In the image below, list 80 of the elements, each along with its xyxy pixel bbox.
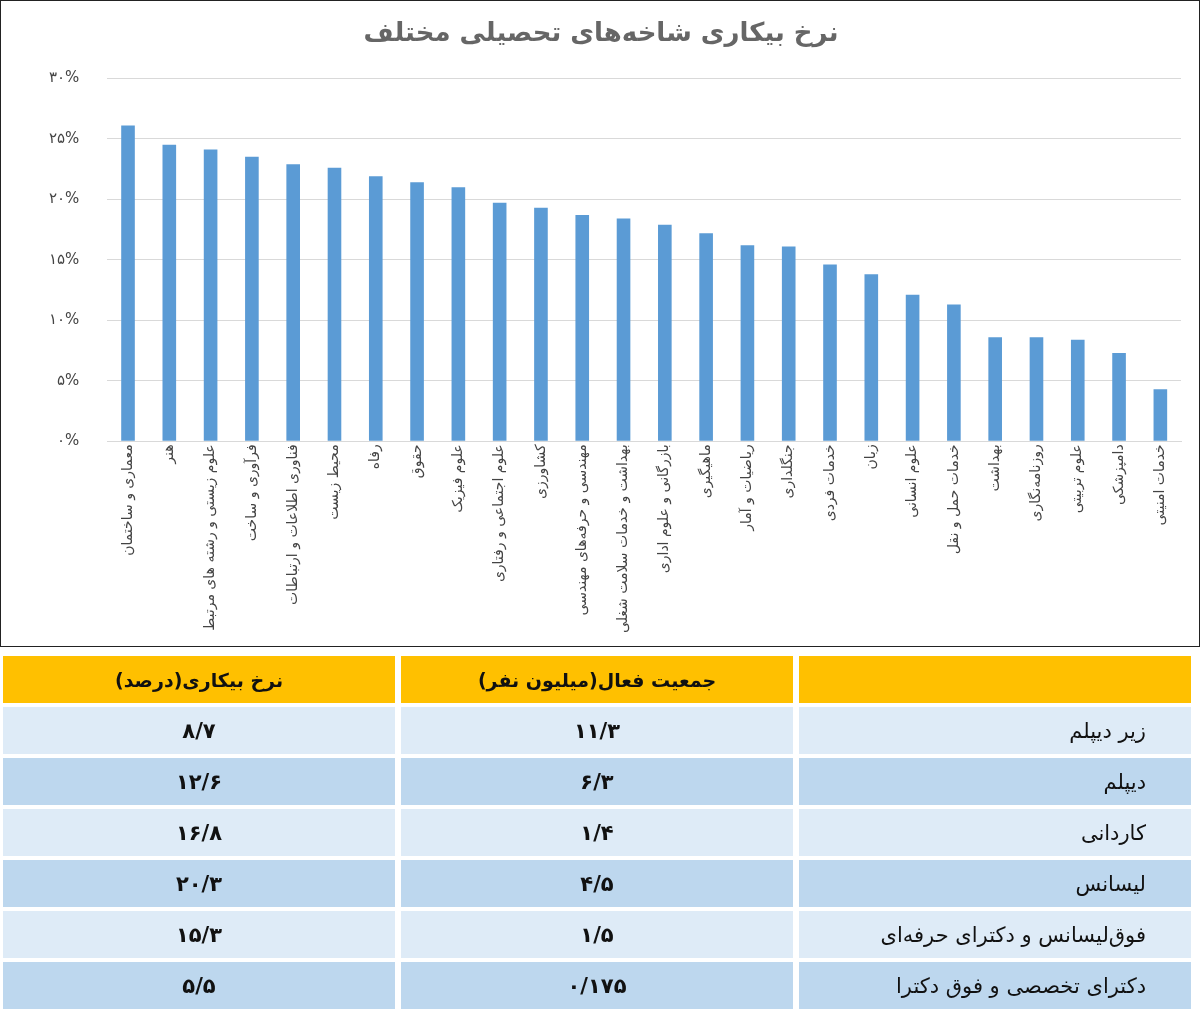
x-tick-label: روزنامه‌نگاری — [1027, 444, 1045, 522]
text: ۵/۵ — [182, 973, 216, 998]
x-tick-label: خدمات حمل و نقل — [944, 444, 962, 555]
x-tick-label: علوم اجتماعی و رفتاری — [490, 444, 508, 583]
bar — [1112, 352, 1126, 441]
text: ۱۵/۳ — [175, 922, 223, 947]
category-label: کاردانی — [1080, 820, 1146, 845]
x-tick-label: خدمات امنیتی — [1150, 444, 1167, 526]
x-tick-label: علوم تربیتی — [1068, 444, 1086, 514]
x-tick-label: کشاورزی — [531, 443, 549, 499]
bar — [1070, 339, 1085, 441]
text: ۱۶/۸ — [175, 820, 223, 845]
x-tick-label: بهداشت و خدمات سلامت شغلی — [614, 444, 632, 634]
bar — [286, 164, 300, 441]
x-tick-label: ریاضیات و آمار — [738, 444, 756, 532]
bar — [203, 149, 218, 441]
x-tick-label: خدمات فردی — [820, 444, 838, 522]
bar — [534, 207, 548, 441]
category-label: جمعیت فعال(میلیون نفر) — [401, 656, 793, 703]
y-tick-label: ۰% — [57, 431, 80, 450]
category-label: لیسانس — [1075, 871, 1146, 896]
bar — [451, 187, 466, 441]
bar — [1029, 337, 1044, 441]
y-tick-label: ۱۵% — [48, 249, 80, 268]
bar — [988, 337, 1002, 441]
x-tick-label: هنر — [159, 444, 177, 465]
text: ۱۱/۳ — [573, 718, 621, 743]
y-tick-label: ۲۰% — [48, 189, 80, 208]
bar — [245, 156, 259, 441]
bar — [781, 246, 796, 441]
bar — [699, 233, 713, 441]
x-tick-label: علوم فیزیک — [449, 444, 466, 513]
x-tick-label: معماری و ساختمان — [118, 444, 136, 556]
category-label: دیپلم — [1103, 769, 1146, 794]
bar — [492, 202, 507, 441]
bar — [575, 214, 590, 441]
bar — [616, 218, 631, 441]
category-label: دکترای تخصصی و فوق دکترا — [895, 973, 1146, 998]
category-label: نرخ بیکاری(درصد) — [3, 656, 395, 703]
bar — [740, 245, 755, 441]
x-tick-label: علوم انسانی — [903, 444, 921, 518]
text: ۲۰/۳ — [175, 871, 223, 896]
text: ۶/۳ — [580, 769, 614, 794]
bar — [905, 294, 920, 441]
x-tick-label: مهندسی و حرفه‌های مهندسی — [572, 444, 590, 616]
x-tick-label: محیط زیست — [325, 444, 343, 520]
bar — [368, 176, 383, 441]
y-tick-label: ۳۰% — [48, 68, 80, 87]
bar — [327, 167, 342, 441]
x-tick-label: دامپزشکی — [1109, 444, 1127, 506]
x-tick-label: علوم زیستی و رشته های مرتبط — [201, 444, 219, 631]
category-label: فوق‌لیسانس و دکترای حرفه‌ای — [880, 922, 1146, 947]
text: ۱۲/۶ — [175, 769, 223, 794]
x-tick-label: رفاه — [366, 444, 384, 470]
x-tick-label: فرآوری و ساخت — [242, 444, 260, 542]
bar — [162, 144, 177, 441]
text: ۱/۵ — [580, 922, 614, 947]
x-tick-label: ماهیگیری — [696, 444, 714, 499]
x-tick-label: بازرگانی و علوم اداری — [655, 444, 673, 574]
y-tick-label: ۱۰% — [48, 310, 80, 329]
x-tick-label: بهداشت — [985, 444, 1003, 492]
y-tick-label: ۲۵% — [48, 128, 80, 147]
bar — [1153, 389, 1168, 441]
bar — [823, 264, 837, 441]
text: ۴/۵ — [580, 871, 614, 896]
bar — [864, 274, 879, 441]
bar — [410, 182, 424, 441]
text: ۱/۴ — [580, 820, 614, 845]
text: ۸/۷ — [182, 718, 216, 743]
y-tick-label: ۵% — [57, 370, 80, 389]
chart-title: نرخ بیکاری شاخه‌های تحصیلی مختلف — [363, 17, 839, 49]
x-tick-label: حقوق — [407, 444, 425, 479]
bar — [658, 224, 672, 441]
x-tick-label: فناوری اطلاعات و ارتباطات — [283, 444, 301, 605]
bar — [947, 304, 961, 441]
text: ۰/۱۷۵ — [567, 973, 627, 998]
category-label: زیر دیپلم — [1069, 718, 1146, 743]
x-tick-label: جنگلداری — [779, 444, 797, 499]
x-tick-label: زبان — [861, 444, 879, 470]
bar — [121, 125, 135, 441]
